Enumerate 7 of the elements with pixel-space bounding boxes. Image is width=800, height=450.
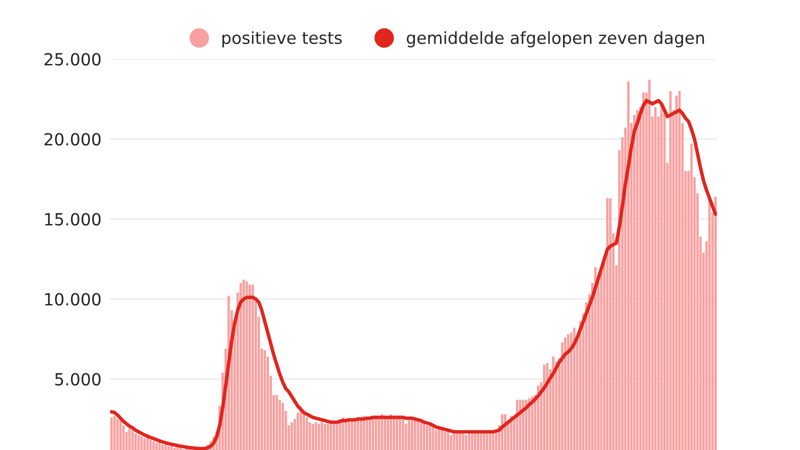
y-tick-label: 10.000 xyxy=(45,292,101,306)
y-tick-label: 20.000 xyxy=(44,132,101,146)
y-tick-label: 5.000 xyxy=(55,372,101,386)
legend-label: gemiddelde afgelopen zeven dagen xyxy=(406,31,704,48)
legend-label: positieve tests xyxy=(222,31,342,48)
y-tick-label: 15.000 xyxy=(45,212,101,226)
y-tick-label: 25.000 xyxy=(44,52,101,66)
